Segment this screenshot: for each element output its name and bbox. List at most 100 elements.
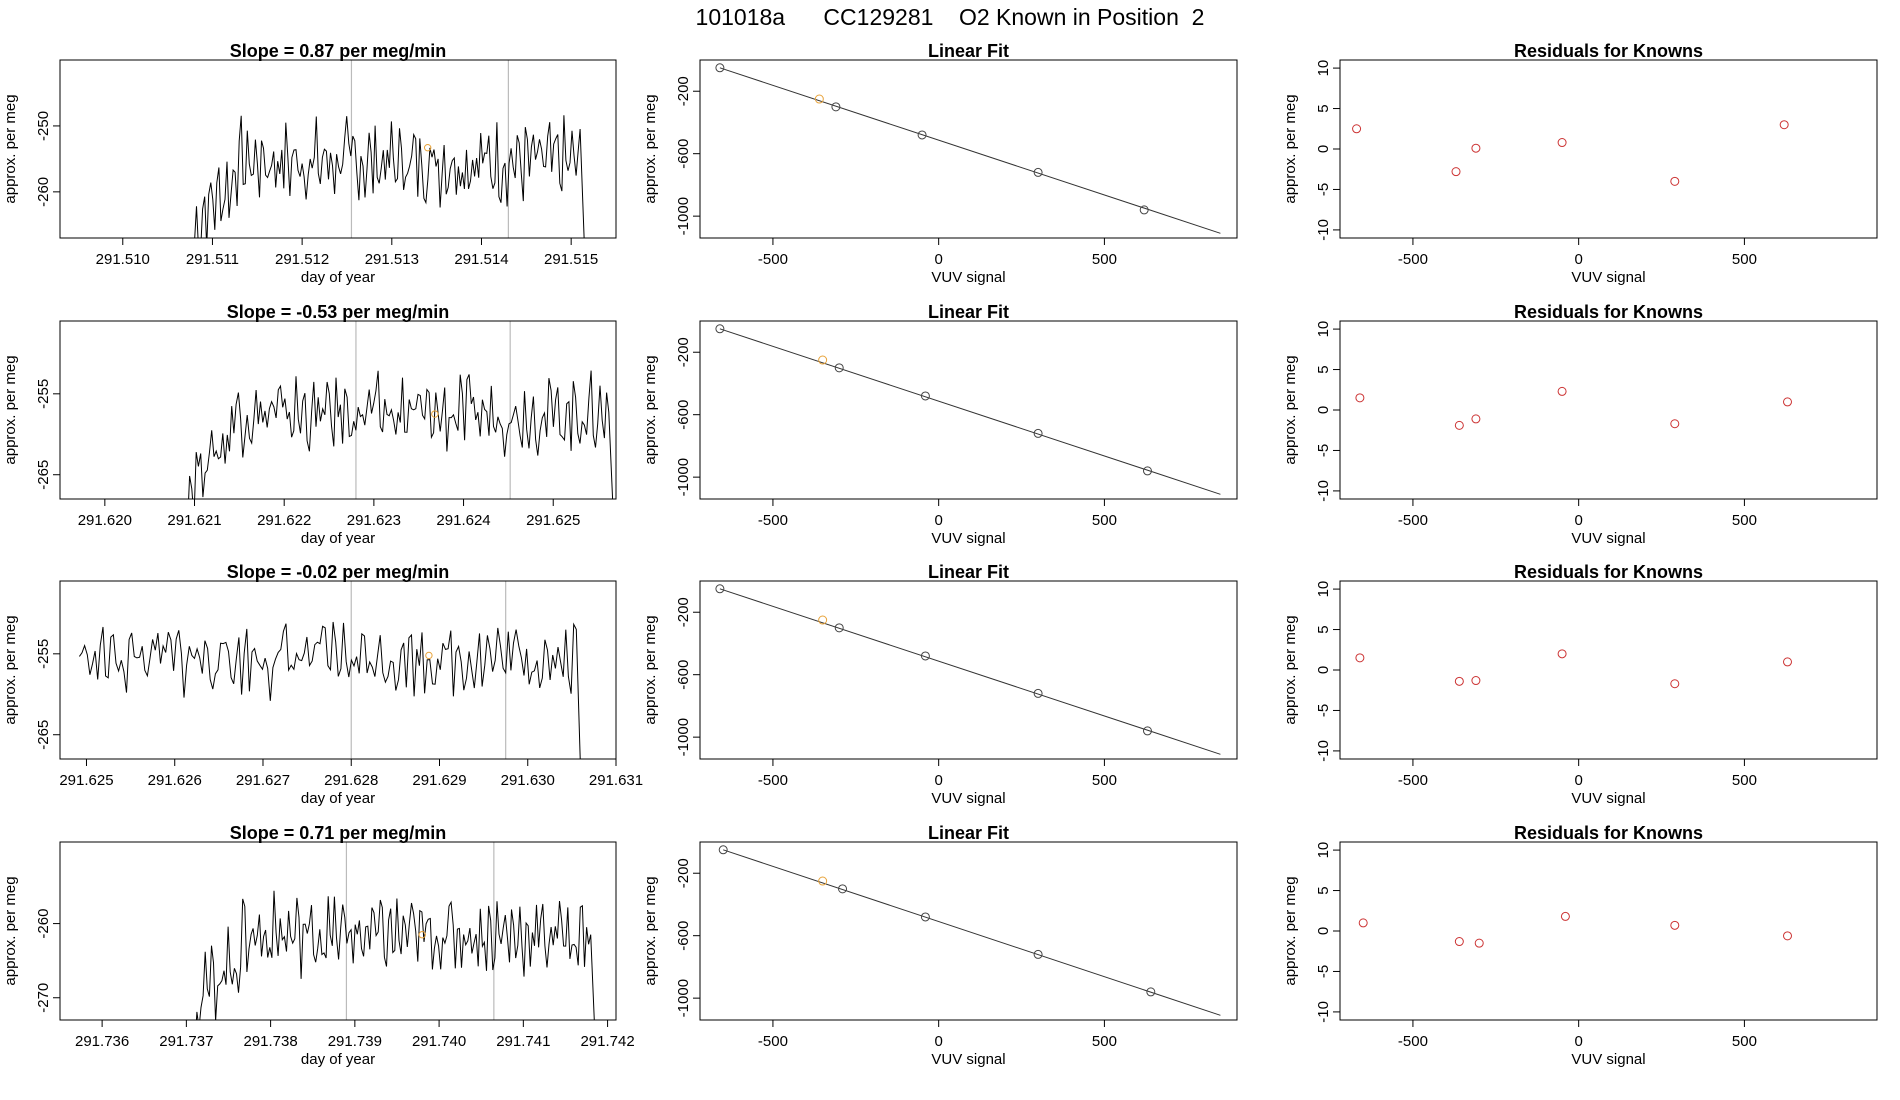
data-point [715, 584, 725, 594]
data-point [718, 845, 728, 855]
y-tick-label: 0 [1315, 145, 1332, 153]
panel-title: Residuals for Knowns [1514, 41, 1703, 61]
x-axis-label: VUV signal [931, 530, 1005, 547]
known-point [814, 94, 824, 104]
y-axis-label: approx. per meg [2, 876, 19, 985]
y-tick-label: -270 [35, 983, 52, 1013]
x-axis-label: day of year [301, 790, 375, 807]
y-tick-label: -1000 [675, 197, 692, 235]
known-marker [423, 143, 432, 152]
y-tick-label: 10 [1315, 842, 1332, 859]
y-axis-label: approx. per meg [1282, 94, 1299, 203]
y-axis-label: approx. per meg [1282, 355, 1299, 464]
x-tick-label: 291.738 [243, 1033, 297, 1050]
panel-title: Linear Fit [928, 823, 1009, 843]
y-axis-label: approx. per meg [1282, 876, 1299, 985]
x-axis-label: VUV signal [1571, 530, 1645, 547]
x-axis-label: VUV signal [1571, 269, 1645, 286]
x-tick-label: 500 [1092, 772, 1117, 789]
y-axis-label: approx. per meg [2, 355, 19, 464]
page-title: 101018a CC129281 O2 Known in Position 2 [695, 4, 1205, 30]
x-axis-label: VUV signal [931, 269, 1005, 286]
y-axis-label: approx. per meg [642, 615, 659, 724]
plot-area [715, 63, 1221, 234]
y-tick-label: -1000 [675, 458, 692, 496]
plot-frame [699, 841, 1238, 1021]
x-tick-label: 291.626 [148, 772, 202, 789]
x-axis-label: VUV signal [931, 1051, 1005, 1068]
data-point [1783, 931, 1792, 941]
plot-area [78, 581, 581, 759]
signal-trace [195, 890, 595, 1020]
x-tick-label: 0 [934, 512, 942, 529]
plot-area [194, 60, 585, 238]
y-tick-label: 5 [1315, 365, 1332, 373]
y-tick-label: -5 [1315, 183, 1332, 196]
x-tick-label: 500 [1732, 1033, 1757, 1050]
known-point [818, 876, 828, 886]
panel-2-2: Residuals for Knowns -500 0 500 10 5 0 -5 -10 VUV… [1282, 562, 1878, 807]
panel-1-1: Linear Fit -500 0 500 -200 -600 -1000 VUV signa… [642, 302, 1238, 547]
x-tick-label: 291.621 [167, 512, 221, 529]
x-tick-label: 291.742 [580, 1033, 634, 1050]
x-tick-label: 500 [1732, 772, 1757, 789]
y-axis-label: approx. per meg [642, 355, 659, 464]
x-tick-label: -500 [758, 512, 788, 529]
y-tick-label: -600 [675, 921, 692, 951]
data-point [1557, 649, 1567, 659]
plot-frame [1339, 59, 1878, 239]
x-tick-label: 291.624 [436, 512, 490, 529]
x-tick-label: 291.741 [496, 1033, 550, 1050]
x-axis-label: day of year [301, 269, 375, 286]
data-point [1454, 937, 1464, 947]
y-tick-label: -10 [1315, 1001, 1332, 1023]
y-tick-label: 10 [1315, 60, 1332, 77]
y-tick-label: 10 [1315, 581, 1332, 598]
plot-frame [699, 320, 1238, 500]
data-point [1783, 657, 1792, 667]
y-axis-label: approx. per meg [2, 615, 19, 724]
x-tick-label: 291.513 [365, 251, 419, 268]
y-tick-label: -255 [35, 639, 52, 669]
x-tick-label: 291.622 [257, 512, 311, 529]
data-point [1355, 393, 1365, 403]
known-marker [425, 651, 433, 660]
x-axis-label: VUV signal [1571, 790, 1645, 807]
data-point [1779, 120, 1789, 130]
x-tick-label: 291.511 [186, 251, 239, 268]
x-tick-label: 291.737 [159, 1033, 213, 1050]
panel-3-1: Linear Fit -500 0 500 -200 -600 -1000 VUV signa… [642, 823, 1238, 1068]
plot-area [1355, 649, 1792, 689]
panel-1-2: Residuals for Knowns -500 0 500 10 5 0 -5 -10 VUV… [1282, 302, 1878, 547]
panel-title: Residuals for Knowns [1514, 823, 1703, 843]
data-point [1557, 386, 1567, 396]
data-point [1146, 987, 1156, 997]
x-axis-label: day of year [301, 1051, 375, 1068]
plot-frame [699, 580, 1238, 760]
panel-title: Linear Fit [928, 41, 1009, 61]
x-tick-label: 0 [1574, 1033, 1582, 1050]
y-tick-label: -260 [35, 909, 52, 939]
x-tick-label: -500 [1398, 772, 1428, 789]
y-tick-label: -1000 [675, 718, 692, 756]
known-point [818, 355, 828, 365]
data-point [1557, 138, 1567, 148]
x-tick-label: 291.736 [75, 1033, 129, 1050]
data-point [1355, 653, 1365, 663]
x-tick-label: 291.512 [275, 251, 329, 268]
y-tick-label: 0 [1315, 666, 1332, 674]
panel-title: Slope = -0.53 per meg/min [227, 302, 450, 322]
y-tick-label: -600 [675, 139, 692, 169]
data-point [1670, 920, 1680, 930]
y-tick-label: -600 [675, 660, 692, 690]
y-tick-label: -1000 [675, 979, 692, 1017]
x-tick-label: -500 [1398, 512, 1428, 529]
signal-trace [78, 621, 581, 759]
data-point [1033, 167, 1043, 177]
y-tick-label: -600 [675, 400, 692, 430]
plot-area [1352, 120, 1789, 186]
data-point [1471, 143, 1481, 153]
data-point [1033, 688, 1043, 698]
x-tick-label: 0 [934, 772, 942, 789]
y-tick-label: -200 [675, 858, 692, 888]
